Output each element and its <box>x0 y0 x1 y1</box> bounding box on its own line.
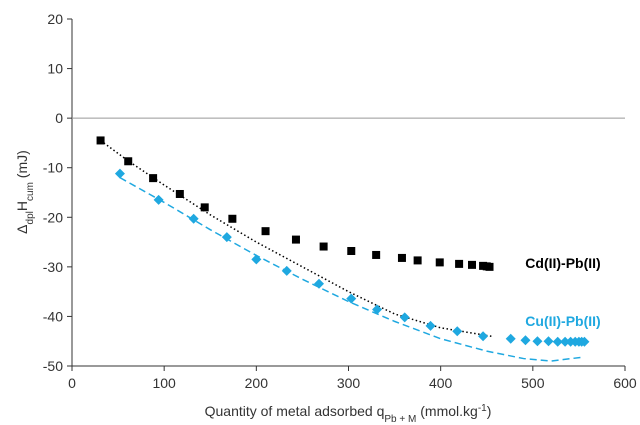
marker <box>314 278 325 289</box>
x-tick-label: 200 <box>245 375 269 391</box>
x-tick-label: 300 <box>337 375 361 391</box>
marker <box>228 214 237 223</box>
marker <box>485 262 494 271</box>
marker <box>399 312 410 323</box>
y-tick-label: 0 <box>55 110 63 126</box>
x-tick-label: 400 <box>429 375 453 391</box>
marker <box>579 336 590 347</box>
axis-label-part: Quantity of metal adsorbed q <box>205 403 385 419</box>
y-tick-label: -30 <box>43 259 63 275</box>
marker <box>397 253 406 262</box>
y-tick-label: -20 <box>43 209 63 225</box>
x-tick-label: 500 <box>521 375 545 391</box>
axis-label-part: (mJ) <box>14 150 30 182</box>
marker <box>413 256 422 265</box>
marker <box>175 189 184 198</box>
y-tick-label: -10 <box>43 160 63 176</box>
marker <box>347 246 356 255</box>
marker <box>468 260 477 269</box>
y-tick-label: -50 <box>43 358 63 374</box>
y-tick-label: 20 <box>47 11 63 27</box>
marker <box>281 265 292 276</box>
axis-label-part: -1 <box>478 403 487 414</box>
marker <box>291 235 300 244</box>
axis-label-part: ) <box>487 403 492 419</box>
marker <box>96 136 105 145</box>
marker <box>149 174 158 183</box>
marker <box>251 254 262 265</box>
axis-label-part: (mmol.kg <box>416 403 477 419</box>
x-tick-label: 0 <box>68 375 76 391</box>
marker <box>153 194 164 205</box>
marker <box>124 157 133 166</box>
marker <box>478 331 489 342</box>
marker <box>200 203 209 212</box>
series-label: Cu(II)-Pb(II) <box>525 313 600 329</box>
marker <box>188 213 199 224</box>
marker <box>520 335 531 346</box>
axis-label-part: H <box>14 201 30 211</box>
marker <box>543 336 554 347</box>
x-tick-label: 100 <box>152 375 176 391</box>
marker <box>346 293 357 304</box>
axis-label-part: Pb + M <box>384 414 416 425</box>
series-label: Cd(II)-Pb(II) <box>525 255 600 271</box>
marker <box>505 333 516 344</box>
marker <box>261 227 270 236</box>
marker <box>455 259 464 268</box>
marker <box>452 326 463 337</box>
y-axis-label: ΔdplHcum (mJ) <box>14 150 36 234</box>
fit-line <box>100 139 492 337</box>
x-tick-label: 600 <box>613 375 637 391</box>
marker <box>114 168 125 179</box>
axis-label-part: Δ <box>14 224 30 233</box>
marker <box>221 232 232 243</box>
y-tick-label: -40 <box>43 308 63 324</box>
marker <box>532 336 543 347</box>
axis-label-part: dpl <box>25 211 36 224</box>
fit-line <box>119 176 584 362</box>
marker <box>372 250 381 259</box>
y-tick-label: 10 <box>47 61 63 77</box>
marker <box>552 336 563 347</box>
marker <box>425 320 436 331</box>
marker <box>435 258 444 267</box>
x-axis-label: Quantity of metal adsorbed qPb + M (mmol… <box>205 403 492 425</box>
marker <box>319 242 328 251</box>
marker <box>372 304 383 315</box>
marker <box>560 336 571 347</box>
axis-label-part: cum <box>25 182 36 201</box>
